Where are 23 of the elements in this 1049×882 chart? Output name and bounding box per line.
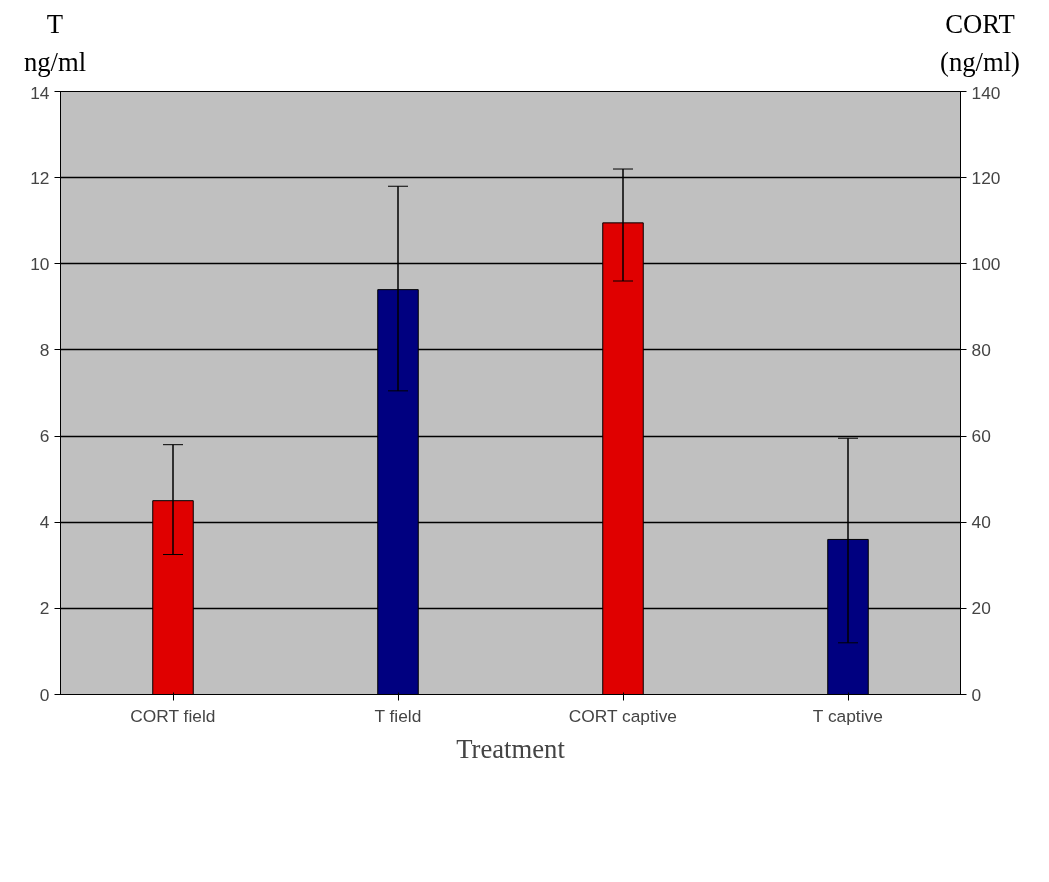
y2-tick-label: 120 [971,167,1001,188]
y2-tick-label: 0 [971,684,982,705]
x-tick-label: T field [374,705,422,726]
x-tick-label: CORT field [130,705,216,726]
y-tick-label: 0 [39,684,50,705]
y-tick-label: 8 [39,340,50,361]
y2-tick-label: 100 [971,253,1001,274]
y-tick-label: 6 [39,426,50,447]
x-tick-label: T captive [812,705,883,726]
y-tick-label: 12 [30,167,50,188]
x-axis-title: Treatment [456,733,566,764]
y-tick-label: 14 [30,82,50,103]
y-tick-label: 10 [30,253,50,274]
y2-tick-label: 40 [971,512,991,533]
y2-tick-label: 60 [971,426,991,447]
y2-tick-label: 20 [971,598,991,619]
y2-axis-title: CORT (ng/ml) [940,8,1020,80]
y2-tick-label: 80 [971,340,991,361]
y-axis-title: T ng/ml [23,8,87,80]
x-tick-label: CORT captive [568,705,677,726]
y2-tick-label: 140 [971,82,1001,103]
y-tick-label: 4 [39,512,50,533]
y-tick-label: 2 [39,598,50,619]
